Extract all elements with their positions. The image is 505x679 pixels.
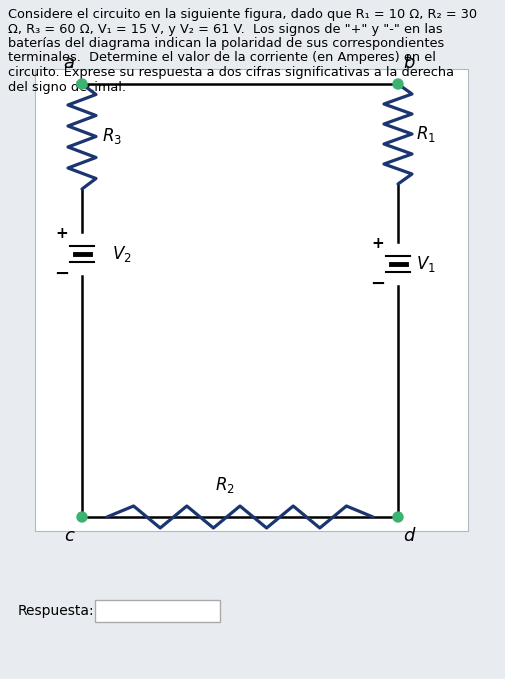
Text: $V_1$: $V_1$ <box>416 254 436 274</box>
Circle shape <box>393 512 403 522</box>
Text: d: d <box>403 527 415 545</box>
Text: $R_1$: $R_1$ <box>416 124 436 144</box>
FancyBboxPatch shape <box>95 600 220 622</box>
Text: del signo decimal.: del signo decimal. <box>8 81 126 94</box>
Text: $R_3$: $R_3$ <box>102 126 122 147</box>
Text: −: − <box>371 275 385 293</box>
Text: +: + <box>372 236 384 251</box>
Circle shape <box>77 79 87 89</box>
Text: Considere el circuito en la siguiente figura, dado que R₁ = 10 Ω, R₂ = 30: Considere el circuito en la siguiente fi… <box>8 8 477 21</box>
Text: baterías del diagrama indican la polaridad de sus correspondientes: baterías del diagrama indican la polarid… <box>8 37 444 50</box>
Text: circuito. Exprese su respuesta a dos cifras significativas a la derecha: circuito. Exprese su respuesta a dos cif… <box>8 66 454 79</box>
FancyBboxPatch shape <box>35 69 468 531</box>
Text: Respuesta:: Respuesta: <box>18 604 94 618</box>
Circle shape <box>77 512 87 522</box>
Text: terminales.  Determine el valor de la corriente (en Amperes) en el: terminales. Determine el valor de la cor… <box>8 52 436 65</box>
Text: $R_2$: $R_2$ <box>215 475 235 495</box>
Text: Ω, R₃ = 60 Ω, V₁ = 15 V, y V₂ = 61 V.  Los signos de "+" y "-" en las: Ω, R₃ = 60 Ω, V₁ = 15 V, y V₂ = 61 V. Lo… <box>8 22 442 35</box>
Text: +: + <box>56 227 68 242</box>
Text: b: b <box>403 54 415 72</box>
Circle shape <box>393 79 403 89</box>
Text: c: c <box>64 527 74 545</box>
Text: $V_2$: $V_2$ <box>112 244 132 264</box>
Text: −: − <box>55 265 70 283</box>
Text: a: a <box>63 54 74 72</box>
